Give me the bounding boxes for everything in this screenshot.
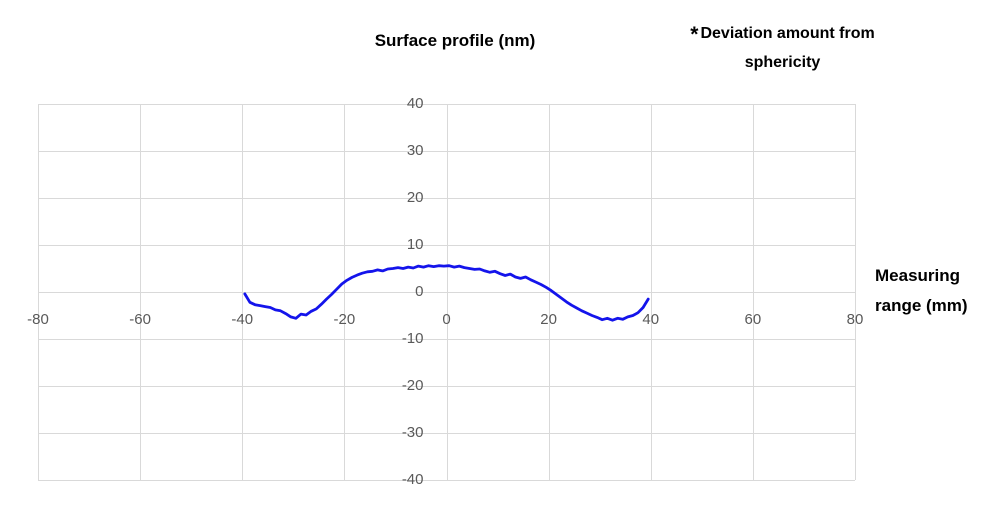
y-tick-label: 20 (406, 189, 424, 206)
x-tick-label: -80 (27, 311, 49, 328)
x-tick-label: 60 (744, 311, 762, 328)
y-tick-label: 10 (406, 236, 424, 253)
x-tick-label: -20 (333, 311, 356, 328)
asterisk-marker: * (690, 23, 699, 46)
x-tick-label: -40 (231, 311, 254, 328)
x-tick-label: 20 (540, 311, 557, 328)
x-axis-title: Measuring range (mm) (875, 266, 968, 315)
gridlines (38, 104, 856, 481)
x-tick-label: -60 (129, 311, 151, 328)
deviation-annotation: * Deviation amount from sphericity (660, 20, 905, 77)
chart-title: Surface profile (nm) (374, 31, 536, 50)
x-tick-label: 80 (846, 311, 864, 328)
y-tick-label: 0 (415, 283, 424, 300)
deviation-annotation-text: Deviation amount from sphericity (700, 25, 875, 71)
y-tick-label: 30 (406, 142, 424, 159)
y-tick-label: 40 (406, 95, 424, 112)
x-tick-label: 40 (642, 311, 660, 328)
x-tick-label: 0 (442, 311, 451, 328)
y-tick-label: -20 (401, 377, 424, 394)
y-tick-label: -30 (401, 424, 424, 441)
y-tick-label: -10 (401, 330, 424, 347)
y-tick-label: -40 (401, 471, 424, 488)
surface-profile-line (243, 264, 650, 322)
